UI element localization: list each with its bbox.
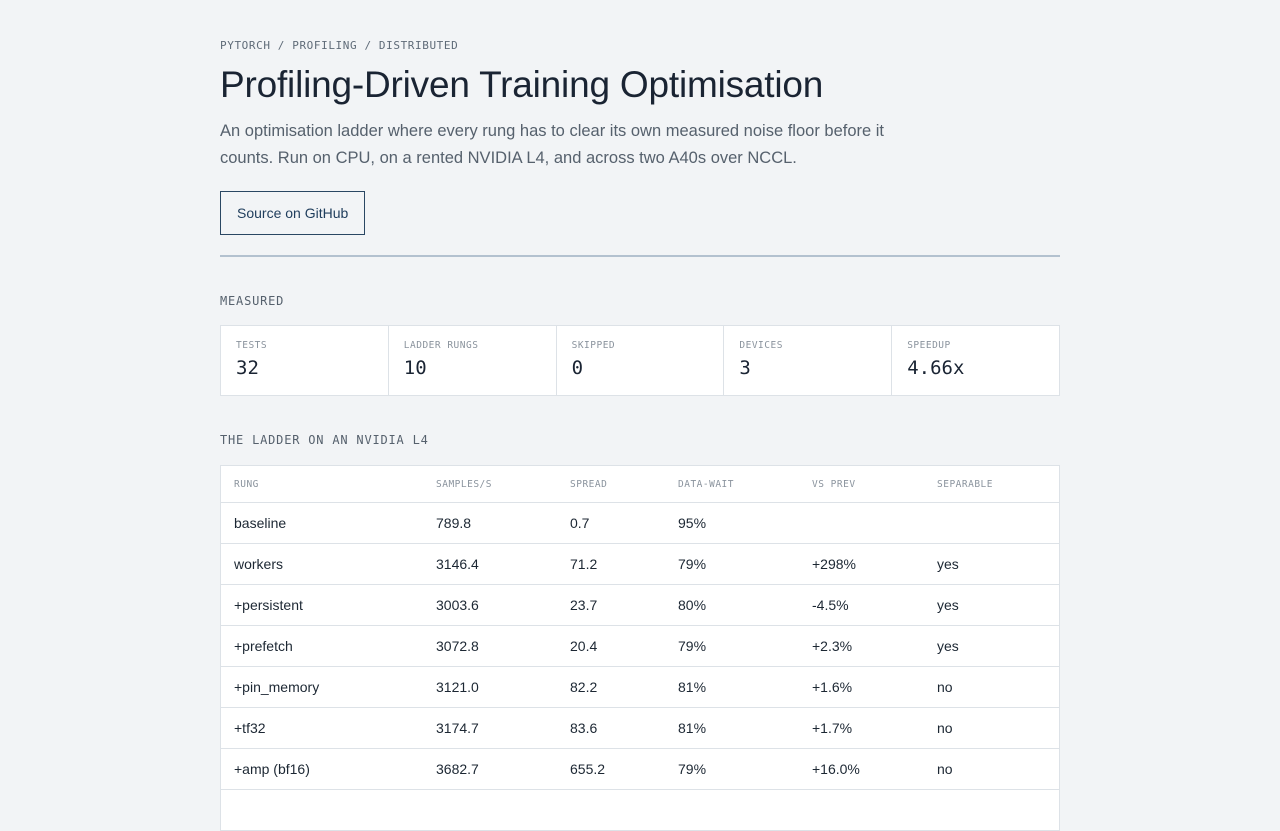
cell-spread: 71.2: [557, 543, 665, 585]
cell-vs-prev: +1.7%: [799, 707, 924, 749]
stat-value: 32: [236, 357, 259, 379]
cell-samples: 3682.7: [423, 748, 557, 790]
cell-spread: 83.6: [557, 707, 665, 749]
stat-label: TESTS: [236, 340, 268, 351]
cell-separable: yes: [924, 543, 1059, 585]
cell-rung: +pin_memory: [221, 666, 423, 708]
stat-label: SKIPPED: [571, 340, 616, 351]
cell-spread: 20.4: [557, 625, 665, 667]
cell-spread: 82.2: [557, 666, 665, 708]
cell-rung: +persistent: [221, 584, 423, 626]
table-header-row: RUNG SAMPLES/S SPREAD DATA-WAIT VS PREV …: [221, 466, 1059, 503]
cell-separable: no: [924, 707, 1059, 749]
github-source-button[interactable]: Source on GitHub: [220, 191, 366, 235]
cell-data-wait: 79%: [665, 625, 799, 667]
cell-rung: +tf32: [221, 707, 423, 749]
ladder-table: RUNG SAMPLES/S SPREAD DATA-WAIT VS PREV …: [221, 466, 1059, 831]
cell-separable: no: [924, 748, 1059, 790]
cell-vs-prev: -4.5%: [799, 584, 924, 626]
column-header-rung: RUNG: [221, 466, 423, 503]
table-row: baseline 789.8 0.7 95%: [221, 502, 1059, 544]
table-row-partial: [221, 789, 1059, 831]
column-header-vs-prev: VS PREV: [799, 466, 924, 503]
cell-data-wait: 81%: [665, 666, 799, 708]
stat-label: SPEEDUP: [907, 340, 951, 351]
stat-speedup: SPEEDUP 4.66x: [891, 326, 1059, 395]
cell-vs-prev: +2.3%: [799, 625, 924, 667]
cell-rung: +prefetch: [221, 625, 423, 667]
stat-devices: DEVICES 3: [723, 326, 891, 395]
cell-samples: 3072.8: [423, 625, 557, 667]
stat-label: DEVICES: [739, 340, 783, 351]
stat-label: LADDER RUNGS: [403, 340, 479, 351]
cell-samples: 3174.7: [423, 707, 557, 749]
cell-rung: baseline: [221, 502, 423, 544]
cell-data-wait: 80%: [665, 584, 799, 626]
cell-separable: [924, 502, 1059, 544]
table-row: +tf32 3174.7 83.6 81% +1.7% no: [221, 707, 1059, 749]
cell-samples: 3121.0: [423, 666, 557, 708]
cell-separable: yes: [924, 625, 1059, 667]
stat-ladder-rungs: LADDER RUNGS 10: [387, 326, 556, 395]
cell-rung: +amp (bf16): [221, 748, 423, 790]
cell-data-wait: 79%: [665, 748, 799, 790]
stats-panel: TESTS 32 LADDER RUNGS 10 SKIPPED 0 DEVIC…: [220, 325, 1060, 396]
column-header-samples: SAMPLES/S: [423, 466, 557, 503]
cell-vs-prev: [799, 502, 924, 544]
cell-spread: 0.7: [557, 502, 665, 544]
table-row: +persistent 3003.6 23.7 80% -4.5% yes: [221, 584, 1059, 626]
ladder-heading: THE LADDER ON AN NVIDIA L4: [220, 433, 429, 447]
cell-spread: 23.7: [557, 584, 665, 626]
ladder-table-container: RUNG SAMPLES/S SPREAD DATA-WAIT VS PREV …: [220, 465, 1060, 831]
table-row: +prefetch 3072.8 20.4 79% +2.3% yes: [221, 625, 1059, 667]
page-title: Profiling-Driven Training Optimisation: [220, 64, 824, 105]
cell-separable: no: [924, 666, 1059, 708]
header-divider: [220, 255, 1060, 257]
breadcrumb: PYTORCH / PROFILING / DISTRIBUTED: [220, 39, 459, 52]
cell-data-wait: 79%: [665, 543, 799, 585]
cell-data-wait: 95%: [665, 502, 799, 544]
cell-data-wait: 81%: [665, 707, 799, 749]
column-header-data-wait: DATA-WAIT: [665, 466, 799, 503]
stat-skipped: SKIPPED 0: [555, 326, 724, 395]
cell-vs-prev: +16.0%: [799, 748, 924, 790]
cell-vs-prev: +1.6%: [799, 666, 924, 708]
stat-value: 4.66x: [907, 357, 965, 379]
cell-samples: 3146.4: [423, 543, 557, 585]
measured-heading: MEASURED: [220, 294, 285, 308]
table-row: workers 3146.4 71.2 79% +298% yes: [221, 543, 1059, 585]
table-row: +amp (bf16) 3682.7 655.2 79% +16.0% no: [221, 748, 1059, 790]
stat-tests: TESTS 32: [221, 326, 388, 395]
cell-vs-prev: +298%: [799, 543, 924, 585]
column-header-spread: SPREAD: [557, 466, 665, 503]
cell-samples: 3003.6: [423, 584, 557, 626]
column-header-separable: SEPARABLE: [924, 466, 1059, 503]
cell-separable: yes: [924, 584, 1059, 626]
stat-value: 10: [403, 357, 427, 379]
intro-text: An optimisation ladder where every rung …: [220, 122, 885, 167]
table-row: +pin_memory 3121.0 82.2 81% +1.6% no: [221, 666, 1059, 708]
stat-value: 3: [739, 357, 751, 379]
cell-samples: 789.8: [423, 502, 557, 544]
cell-spread: 655.2: [557, 748, 665, 790]
cell-rung: workers: [221, 543, 423, 585]
stat-value: 0: [571, 357, 584, 379]
